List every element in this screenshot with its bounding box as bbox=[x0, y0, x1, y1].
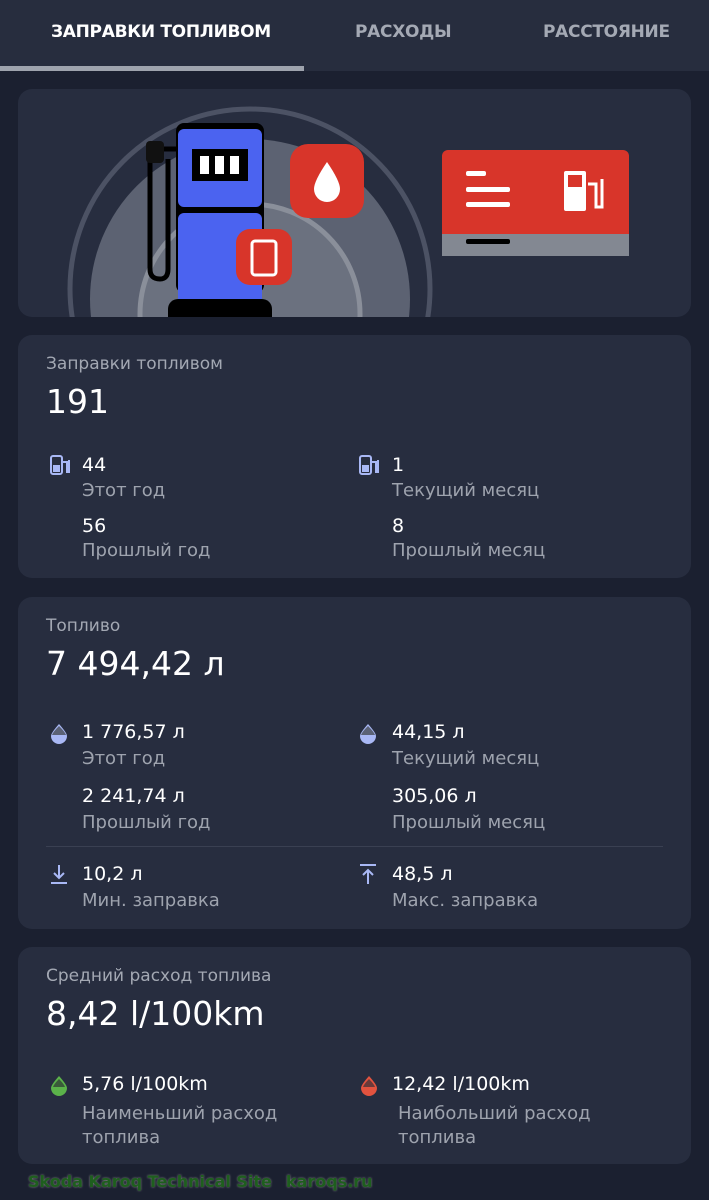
consumption-min-value: 5,76 l/100km bbox=[82, 1073, 208, 1095]
fuel-this-month-label: Текущий месяц bbox=[392, 748, 540, 769]
fuel-this-month-value: 44,15 л bbox=[392, 721, 465, 743]
fuel-pump-illustration bbox=[67, 106, 629, 317]
refuels-this-month-value: 1 bbox=[392, 454, 405, 476]
fuel-drop-icon bbox=[360, 724, 376, 744]
fuel-last-year-label: Прошлый год bbox=[82, 812, 211, 833]
fuel-min-label: Мин. заправка bbox=[82, 890, 220, 911]
watermark-line2: karoqs.ru bbox=[285, 1172, 373, 1191]
fuel-max-label: Макс. заправка bbox=[392, 890, 539, 911]
consumption-average: 8,42 l/100km bbox=[46, 994, 265, 1033]
consumption-max-value: 12,42 l/100km bbox=[392, 1073, 530, 1095]
fuel-last-month-value: 305,06 л bbox=[392, 785, 477, 807]
watermark: Skoda Karoq Technical Site karoqs.ru bbox=[28, 1172, 373, 1192]
fuel-card: Топливо 7 494,42 л 1 776,57 л Этот год 2… bbox=[18, 597, 691, 929]
fuel-max-value: 48,5 л bbox=[392, 863, 453, 885]
refuels-last-year-value: 56 bbox=[82, 515, 107, 537]
fuel-pump-icon bbox=[359, 455, 379, 475]
fuel-total: 7 494,42 л bbox=[46, 644, 225, 683]
fuel-drop-icon bbox=[51, 724, 67, 744]
refuels-card: Заправки топливом 191 44 Этот год 56 Про… bbox=[18, 335, 691, 578]
tab-expenses[interactable]: РАСХОДЫ bbox=[355, 22, 452, 42]
consumption-min-label: Наименьший расход топлива bbox=[82, 1103, 278, 1148]
arrow-up-from-line-icon bbox=[360, 864, 376, 884]
refuels-last-month-label: Прошлый месяц bbox=[392, 540, 546, 561]
tab-refuels[interactable]: ЗАПРАВКИ ТОПЛИВОМ bbox=[51, 22, 271, 42]
consumption-title: Средний расход топлива bbox=[46, 966, 272, 986]
drop-red-icon bbox=[361, 1076, 377, 1096]
fuel-last-year-value: 2 241,74 л bbox=[82, 785, 185, 807]
watermark-line1: Skoda Karoq Technical Site bbox=[28, 1172, 272, 1191]
refuels-this-month-label: Текущий месяц bbox=[392, 480, 540, 501]
active-tab-indicator bbox=[0, 66, 304, 71]
refuels-this-year-label: Этот год bbox=[82, 480, 166, 501]
divider bbox=[46, 846, 663, 847]
drop-green-icon bbox=[51, 1076, 67, 1096]
tab-bar: ЗАПРАВКИ ТОПЛИВОМ РАСХОДЫ РАССТОЯНИЕ bbox=[0, 0, 709, 71]
fuel-this-year-label: Этот год bbox=[82, 748, 166, 769]
refuels-last-year-label: Прошлый год bbox=[82, 540, 211, 561]
refuels-this-year-value: 44 bbox=[82, 454, 107, 476]
fuel-last-month-label: Прошлый месяц bbox=[392, 812, 546, 833]
tab-distance[interactable]: РАССТОЯНИЕ bbox=[543, 22, 670, 42]
fuel-pump-icon bbox=[50, 455, 70, 475]
hero-illustration bbox=[18, 89, 691, 317]
refuels-last-month-value: 8 bbox=[392, 515, 405, 537]
arrow-down-to-line-icon bbox=[51, 865, 67, 884]
refuels-total: 191 bbox=[46, 382, 109, 421]
refuels-title: Заправки топливом bbox=[46, 354, 223, 374]
fuel-title: Топливо bbox=[46, 616, 121, 636]
fuel-this-year-value: 1 776,57 л bbox=[82, 721, 185, 743]
consumption-card: Средний расход топлива 8,42 l/100km 5,76… bbox=[18, 947, 691, 1164]
fuel-min-value: 10,2 л bbox=[82, 863, 143, 885]
consumption-max-label: Наибольший расход топлива bbox=[398, 1103, 591, 1148]
